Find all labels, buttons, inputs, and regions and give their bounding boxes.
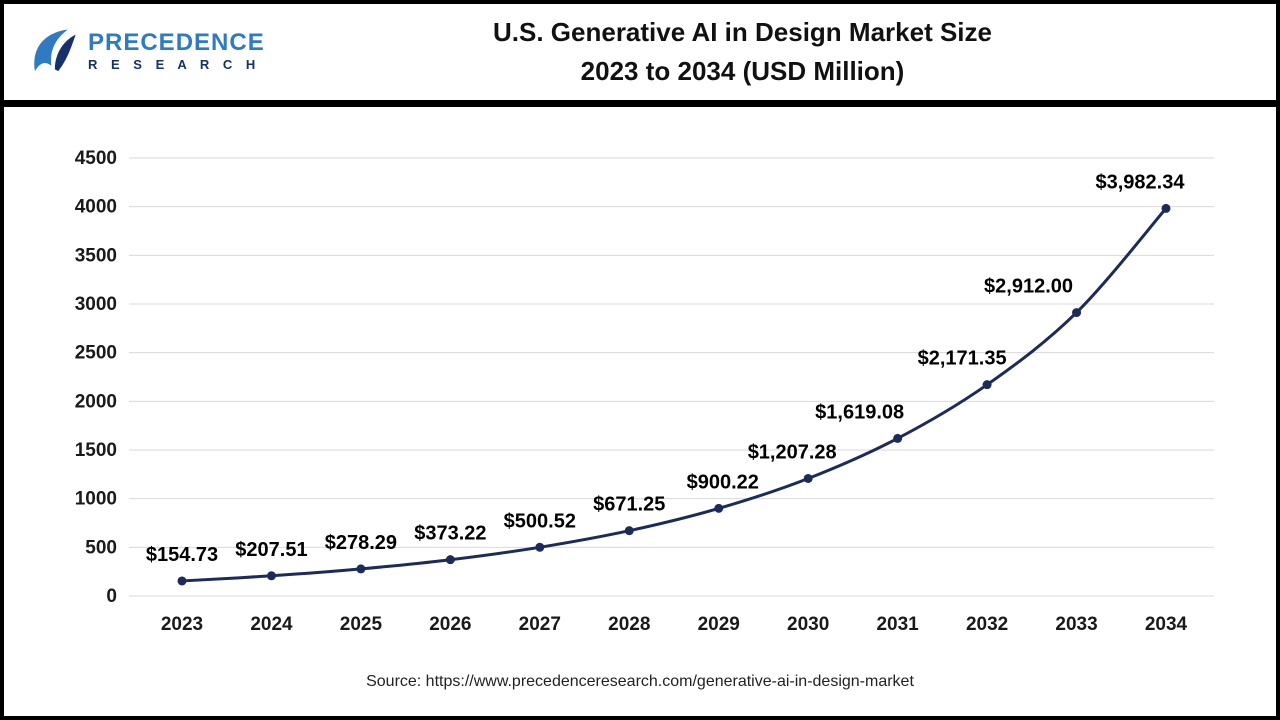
line-chart: 0 500 1000 1500 2000 2500 3000 3500 4000 4500 2023… bbox=[75, 148, 1214, 635]
x-tick-label: 2031 bbox=[876, 614, 919, 635]
data-point bbox=[714, 503, 724, 513]
data-point-label: $1,207.28 bbox=[748, 441, 837, 463]
x-tick-label: 2028 bbox=[608, 614, 650, 635]
data-point-label: $207.51 bbox=[235, 539, 307, 561]
data-point-label: $3,982.34 bbox=[1096, 171, 1186, 193]
x-tick-label: 2025 bbox=[340, 614, 383, 635]
y-tick-label: 2000 bbox=[75, 391, 117, 412]
y-tick-label: 0 bbox=[106, 586, 117, 607]
x-tick-label: 2026 bbox=[429, 614, 471, 635]
y-tick-label: 3500 bbox=[75, 245, 117, 266]
data-point bbox=[624, 526, 634, 536]
x-tick-label: 2032 bbox=[966, 614, 1008, 635]
series-line bbox=[180, 206, 1168, 583]
data-point bbox=[803, 473, 813, 483]
data-point bbox=[982, 380, 992, 390]
x-tick-label: 2030 bbox=[787, 614, 829, 635]
y-tick-label: 4500 bbox=[75, 148, 117, 169]
logo-subname: R E S E A R C H bbox=[88, 57, 261, 72]
chart-title: U.S. Generative AI in Design Market Size… bbox=[263, 13, 1252, 91]
header: PRECEDENCE R E S E A R C H U.S. Generati… bbox=[4, 4, 1276, 100]
data-point-label: $2,171.35 bbox=[918, 348, 1007, 370]
y-tick-label: 3000 bbox=[75, 294, 117, 315]
footer: Source: https://www.precedenceresearch.c… bbox=[4, 652, 1276, 712]
x-tick-label: 2029 bbox=[698, 614, 740, 635]
data-point-label: $373.22 bbox=[414, 523, 486, 545]
logo-text: PRECEDENCE R E S E A R C H bbox=[88, 30, 265, 74]
data-point bbox=[356, 564, 366, 574]
y-tick-label: 1000 bbox=[75, 489, 117, 510]
chart-title-line1: U.S. Generative AI in Design Market Size bbox=[493, 17, 992, 47]
data-point bbox=[1161, 203, 1171, 213]
precedence-logo-mark bbox=[34, 29, 76, 72]
data-point bbox=[177, 576, 187, 586]
x-tick-label: 2023 bbox=[161, 614, 203, 635]
x-tick-label: 2034 bbox=[1145, 614, 1188, 635]
x-tick-label: 2027 bbox=[519, 614, 561, 635]
data-point bbox=[893, 433, 903, 443]
data-point-label: $278.29 bbox=[325, 532, 397, 554]
data-point-label: $154.73 bbox=[146, 544, 218, 566]
logo-name: PRECEDENCE bbox=[88, 29, 265, 56]
y-tick-label: 4000 bbox=[75, 197, 117, 218]
data-point-label: $2,912.00 bbox=[984, 276, 1073, 298]
data-point bbox=[1072, 308, 1082, 318]
data-point bbox=[445, 555, 455, 565]
y-tick-label: 2500 bbox=[75, 343, 117, 364]
x-tick-label: 2024 bbox=[250, 614, 293, 635]
data-point-label: $671.25 bbox=[593, 494, 665, 516]
data-point-label: $900.22 bbox=[687, 471, 759, 493]
y-tick-label: 1500 bbox=[75, 440, 117, 461]
data-point bbox=[535, 542, 545, 552]
data-point bbox=[266, 571, 276, 581]
y-tick-label: 500 bbox=[85, 537, 117, 558]
x-tick-label: 2033 bbox=[1055, 614, 1097, 635]
chart-area: 0 500 1000 1500 2000 2500 3000 3500 4000 4500 2023… bbox=[4, 107, 1276, 652]
source-text: Source: https://www.precedenceresearch.c… bbox=[366, 673, 914, 690]
data-point-label: $1,619.08 bbox=[815, 401, 904, 423]
chart-title-line2: 2023 to 2034 (USD Million) bbox=[580, 56, 905, 86]
precedence-research-logo: PRECEDENCE R E S E A R C H bbox=[28, 26, 265, 78]
data-point-label: $500.52 bbox=[504, 510, 576, 532]
header-divider bbox=[4, 100, 1276, 107]
